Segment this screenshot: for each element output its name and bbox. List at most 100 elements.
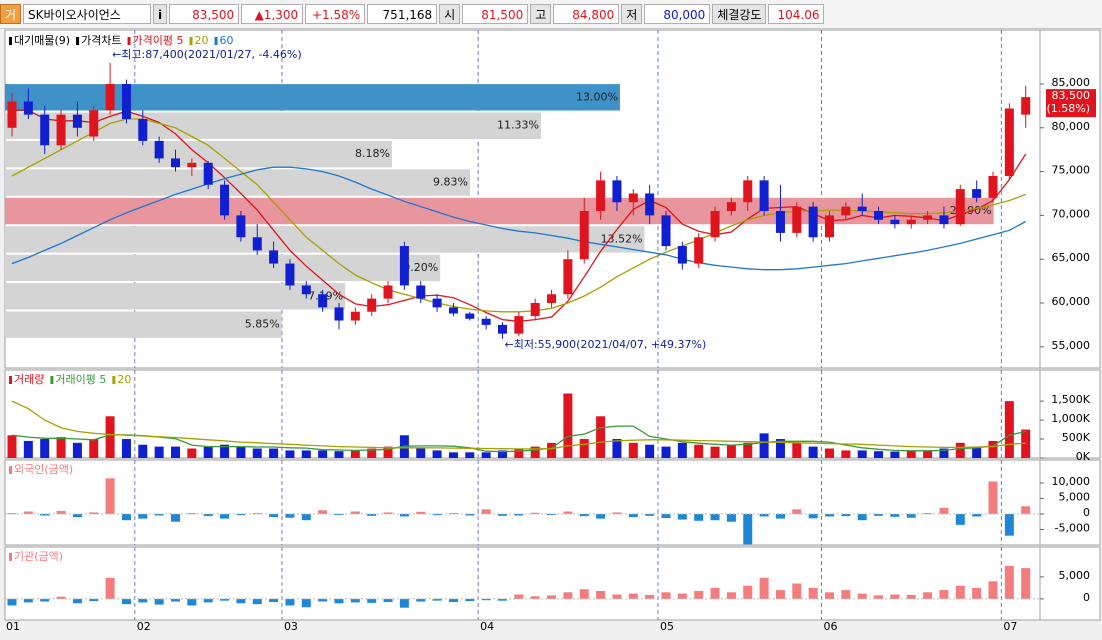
panel	[4, 546, 1041, 621]
candle-body	[972, 189, 982, 198]
bar	[923, 450, 933, 458]
candle-body	[857, 206, 867, 212]
bar	[874, 451, 884, 458]
profile-bar	[5, 311, 282, 338]
bar	[301, 513, 311, 521]
profile-bar	[5, 112, 541, 139]
panel	[4, 459, 1041, 546]
bar	[972, 587, 982, 599]
bar	[203, 598, 213, 603]
bar	[171, 598, 180, 602]
candle-body	[939, 215, 949, 225]
legend-marker	[9, 466, 12, 474]
candle-body	[72, 114, 82, 128]
x-tick-label: 07	[1003, 620, 1017, 633]
profile-bar	[5, 283, 346, 310]
candle-body	[448, 307, 458, 314]
y-tick-label: 5,000	[1059, 569, 1091, 582]
low: 80,000	[644, 4, 711, 24]
candle-body	[301, 285, 311, 295]
profile-bar	[5, 84, 620, 111]
bar	[154, 513, 164, 516]
bar	[628, 442, 638, 458]
y-tick-label: -5,000	[1055, 521, 1090, 534]
candle-body	[743, 180, 753, 203]
legend-label: 기관(금액)	[14, 550, 63, 563]
bar	[105, 416, 115, 458]
bar	[7, 513, 17, 515]
bar	[579, 439, 589, 458]
bar	[988, 581, 998, 599]
bar	[825, 448, 834, 458]
bar	[432, 450, 442, 458]
x-tick-label: 01	[6, 620, 20, 633]
bar	[857, 513, 867, 521]
bar	[988, 440, 998, 458]
stock-select[interactable]: SK바이오사이언스	[23, 4, 152, 24]
legend-label: 외국인(금액)	[14, 463, 73, 476]
bar	[955, 585, 965, 599]
x-tick-label: 03	[284, 620, 298, 633]
bar	[56, 437, 66, 458]
legend-marker	[9, 553, 12, 561]
bar	[171, 513, 180, 522]
candle-body	[988, 175, 998, 198]
bar	[252, 598, 262, 605]
bar	[710, 513, 720, 521]
bar	[514, 594, 524, 599]
info-button[interactable]: i	[153, 4, 168, 24]
bar	[726, 592, 736, 599]
bar	[203, 513, 213, 517]
candle-body	[726, 202, 736, 212]
candle-body	[841, 206, 851, 216]
panel	[4, 369, 1041, 459]
legend-label: 거래량	[14, 373, 44, 386]
bar	[645, 444, 655, 458]
bar	[220, 598, 230, 601]
bar	[628, 513, 638, 518]
bar	[89, 598, 99, 602]
chart: 01 02 03 04 05 06 07 55,000 60,000 65,000 70,000 75…	[4, 29, 1101, 633]
bar	[579, 589, 589, 599]
y-tick-label: 70,000	[1052, 207, 1091, 220]
candle-body	[628, 193, 638, 203]
bar	[432, 513, 442, 516]
candle-body	[40, 114, 50, 146]
candle-body	[220, 184, 230, 216]
bar	[890, 594, 900, 599]
bar	[416, 448, 426, 458]
candle-body	[890, 219, 900, 225]
y-tick-label: 10,000	[1052, 475, 1091, 488]
legend-label: 거래이평 5	[55, 373, 106, 386]
bar	[334, 451, 344, 458]
bar	[350, 598, 360, 603]
bar	[547, 595, 557, 599]
bar	[677, 593, 687, 599]
bar	[383, 446, 393, 458]
candle-body	[514, 316, 524, 334]
bar	[72, 513, 82, 518]
y-tick-label: 60,000	[1052, 295, 1091, 308]
candle-body	[481, 318, 491, 325]
profile-label: 8.18%	[355, 147, 390, 160]
icon[interactable]: 거	[0, 4, 22, 24]
bar	[596, 416, 606, 458]
candle-body	[498, 324, 507, 334]
bar	[939, 590, 949, 599]
bar	[318, 598, 328, 602]
bar	[138, 513, 148, 519]
bar	[857, 450, 867, 458]
bar	[40, 439, 50, 458]
bar	[694, 444, 704, 458]
ma-line	[11, 425, 1026, 453]
axis-area	[1039, 29, 1101, 369]
bar	[399, 598, 409, 608]
bar	[1021, 568, 1031, 599]
high-label: 고	[530, 4, 552, 24]
bar	[825, 592, 834, 599]
candle-body	[171, 158, 180, 168]
legend-label: 20	[195, 34, 209, 47]
candle-body	[825, 215, 834, 238]
bar	[187, 448, 197, 458]
